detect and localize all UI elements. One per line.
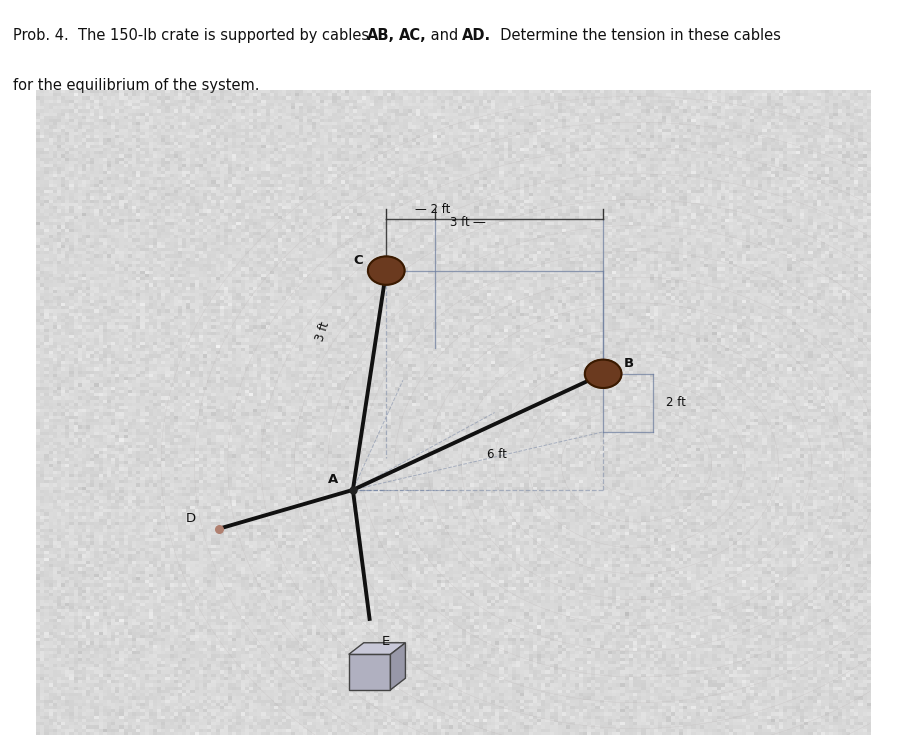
Text: 2 ft: 2 ft [666, 396, 685, 410]
Polygon shape [349, 654, 390, 690]
Text: and: and [426, 28, 463, 43]
Polygon shape [349, 643, 405, 654]
Text: AD.: AD. [462, 28, 492, 43]
Circle shape [585, 359, 622, 388]
Text: E: E [382, 634, 390, 648]
Text: for the equilibrium of the system.: for the equilibrium of the system. [13, 78, 260, 93]
Text: Determine the tension in these cables: Determine the tension in these cables [491, 28, 780, 43]
Text: 3 ft: 3 ft [314, 320, 332, 344]
Point [213, 523, 227, 535]
Text: AC,: AC, [399, 28, 427, 43]
Text: D: D [186, 512, 196, 525]
Text: C: C [353, 254, 362, 267]
Point [345, 484, 360, 496]
Text: 3 ft ―: 3 ft ― [450, 216, 486, 229]
Text: — 2 ft: — 2 ft [415, 202, 451, 216]
Circle shape [368, 256, 405, 285]
Text: 6 ft: 6 ft [487, 448, 507, 461]
Text: B: B [624, 357, 634, 370]
Polygon shape [390, 643, 405, 690]
Text: A: A [328, 473, 338, 487]
Text: Prob. 4.  The 150-lb crate is supported by cables: Prob. 4. The 150-lb crate is supported b… [13, 28, 374, 43]
Text: AB,: AB, [367, 28, 395, 43]
